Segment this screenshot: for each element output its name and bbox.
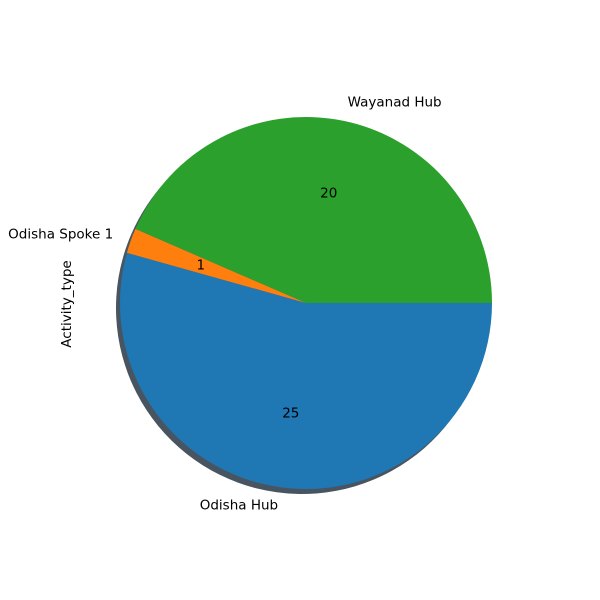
pie-value-label-2: 20 bbox=[320, 186, 337, 202]
pie-slice-2 bbox=[135, 116, 493, 303]
pie-category-label-0: Odisha Hub bbox=[200, 498, 278, 514]
pie-slice-0 bbox=[120, 252, 492, 489]
y-axis-label: Activity_type bbox=[59, 260, 75, 347]
pie-value-label-1: 1 bbox=[197, 258, 206, 274]
pie-category-label-2: Wayanad Hub bbox=[348, 95, 442, 111]
pie-labels: Odisha Hub 25 Odisha Spoke 1 1 Wayanad Hub 20 bbox=[8, 95, 441, 514]
pie-value-label-0: 25 bbox=[282, 406, 299, 422]
pie-slices bbox=[120, 116, 493, 489]
pie-slice-1 bbox=[126, 228, 306, 303]
pie-category-label-1: Odisha Spoke 1 bbox=[8, 226, 113, 242]
